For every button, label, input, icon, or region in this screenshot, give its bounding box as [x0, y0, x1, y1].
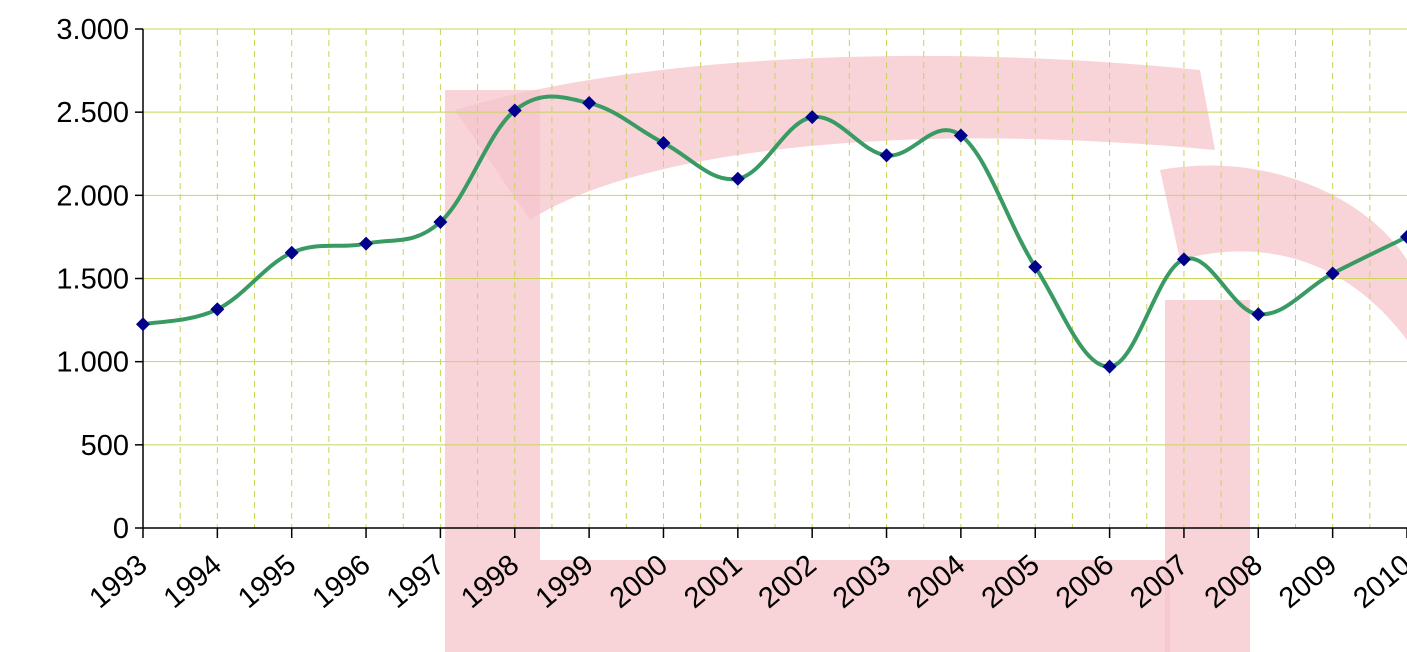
data-point-marker-1997 [433, 214, 448, 229]
watermark-fade [0, 0, 140, 652]
data-point-marker-2004 [953, 128, 968, 143]
data-point-marker-2007 [1176, 252, 1191, 267]
data-series [136, 94, 1407, 374]
watermark-arc-top [455, 55, 1215, 220]
x-tick-label: 2009 [1273, 549, 1343, 615]
data-point-marker-1996 [359, 236, 374, 251]
y-axis-tick-labels: 0 500 1.000 1.500 2.000 2.500 3.000 [56, 14, 129, 545]
data-point-marker-2002 [805, 110, 820, 125]
watermark-bar-left [445, 90, 540, 652]
y-tick-label: 1.500 [56, 264, 129, 296]
watermark-band-bottom [540, 560, 1170, 652]
data-point-marker-2003 [879, 148, 894, 163]
data-point-marker-2005 [1028, 259, 1043, 274]
watermark-bar-right [1165, 300, 1250, 652]
watermark-arc-right [1160, 165, 1407, 340]
chart-axes [135, 28, 1407, 538]
data-point-marker-2001 [730, 171, 745, 186]
data-point-marker-2000 [656, 135, 671, 150]
data-point-marker-1993 [136, 317, 150, 332]
y-tick-label: 0 [113, 513, 129, 545]
data-point-marker-2009 [1325, 266, 1340, 281]
data-point-marker-1999 [582, 96, 597, 111]
y-tick-label: 3.000 [56, 14, 129, 46]
data-point-marker-2006 [1102, 359, 1117, 374]
y-tick-label: 2.500 [56, 97, 129, 129]
data-point-marker-1994 [210, 302, 225, 317]
data-point-marker-1995 [284, 245, 299, 260]
y-tick-label: 500 [81, 430, 129, 462]
x-tick-label: 1994 [158, 549, 228, 615]
y-tick-label: 1.000 [56, 347, 129, 379]
data-point-marker-2008 [1251, 307, 1266, 322]
x-tick-label: 1997 [381, 549, 451, 615]
x-tick-label: 1995 [232, 549, 302, 615]
data-point-marker-1998 [507, 103, 522, 118]
x-tick-label: 1996 [307, 549, 377, 615]
data-point-marker-2010 [1400, 229, 1407, 244]
y-tick-label: 2.000 [56, 180, 129, 212]
chart-grid [143, 28, 1407, 528]
x-tick-label: 2010 [1348, 549, 1407, 615]
